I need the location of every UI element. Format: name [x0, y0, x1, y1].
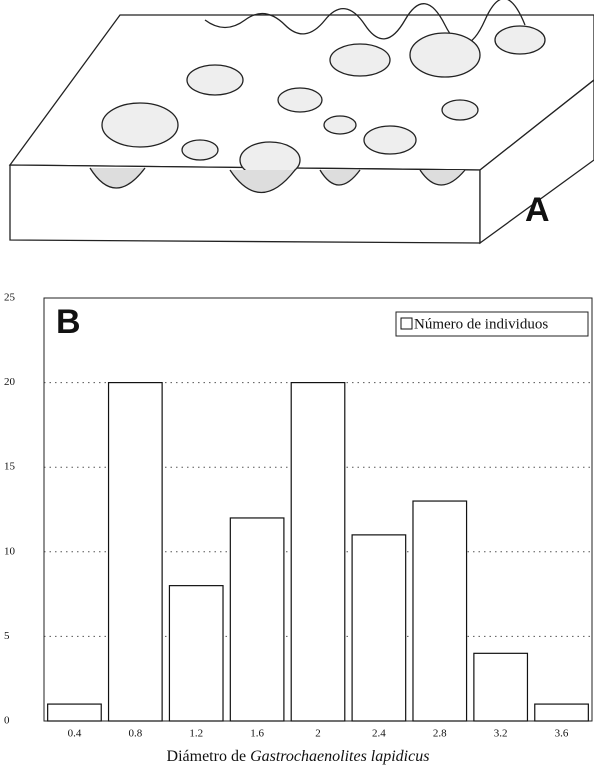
- bar: [290, 382, 346, 722]
- legend-swatch: [400, 317, 413, 330]
- panel-label: A: [525, 191, 550, 229]
- bar: [473, 652, 529, 722]
- panel-label: B: [56, 303, 81, 341]
- x-tick-label: 2: [315, 728, 321, 740]
- y-tick-label: 0: [4, 715, 10, 727]
- x-tick-label: 2.8: [433, 728, 447, 740]
- x-axis-title: Diámetro de Gastrochaenolites lapidicus: [167, 748, 430, 765]
- x-tick-label: 0.8: [128, 728, 142, 740]
- y-tick-label: 10: [4, 545, 16, 557]
- block-diagram: [8, 0, 594, 245]
- y-tick-label: 20: [4, 376, 16, 388]
- legend-label: Número de individuos: [414, 316, 548, 332]
- bar: [107, 382, 163, 722]
- bar: [168, 585, 224, 722]
- legend: Número de individuos: [395, 311, 589, 337]
- bar: [351, 534, 407, 722]
- bar: [412, 500, 468, 722]
- x-tick-label: 1.6: [250, 728, 264, 740]
- y-tick-label: 15: [4, 461, 16, 473]
- chart: 0 5 10 15 20 25 B 0.4 0.8 1.2 1.6 2 2.4 2.8 3.2 3.6 Núme…: [4, 292, 593, 765]
- y-tick-label: 5: [4, 630, 10, 642]
- x-tick-label: 1.2: [189, 728, 203, 740]
- y-tick-label: 25: [4, 292, 16, 304]
- x-axis-title-species: Gastrochaenolites lapidicus: [250, 748, 429, 765]
- bar: [47, 703, 102, 722]
- legend-box: [395, 311, 589, 337]
- bar: [534, 703, 589, 722]
- x-tick-label: 0.4: [68, 728, 82, 740]
- x-axis-title-text: Diámetro de: [167, 748, 251, 765]
- x-tick-label: 2.4: [372, 728, 386, 740]
- x-tick-label: 3.6: [555, 728, 569, 740]
- x-tick-label: 3.2: [494, 728, 508, 740]
- bar: [229, 517, 285, 722]
